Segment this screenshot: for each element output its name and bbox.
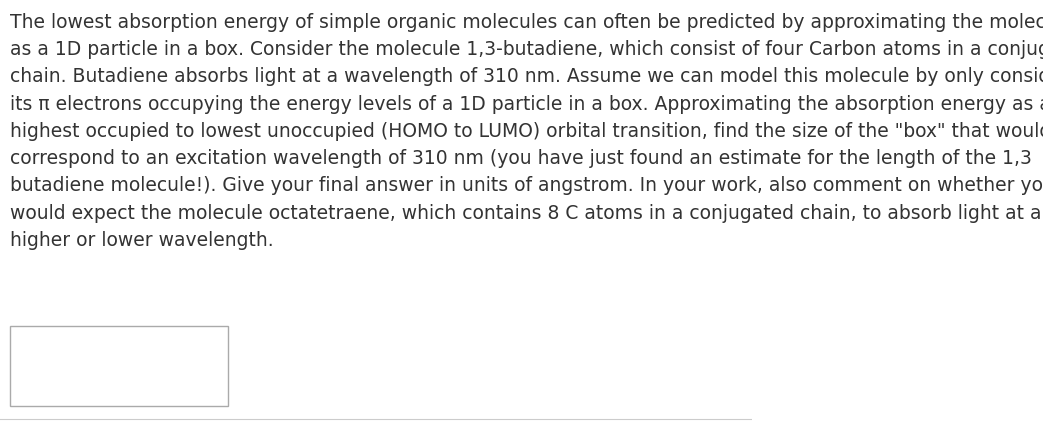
Text: The lowest absorption energy of simple organic molecules can often be predicted : The lowest absorption energy of simple o… xyxy=(9,13,1043,250)
FancyBboxPatch shape xyxy=(9,326,228,406)
